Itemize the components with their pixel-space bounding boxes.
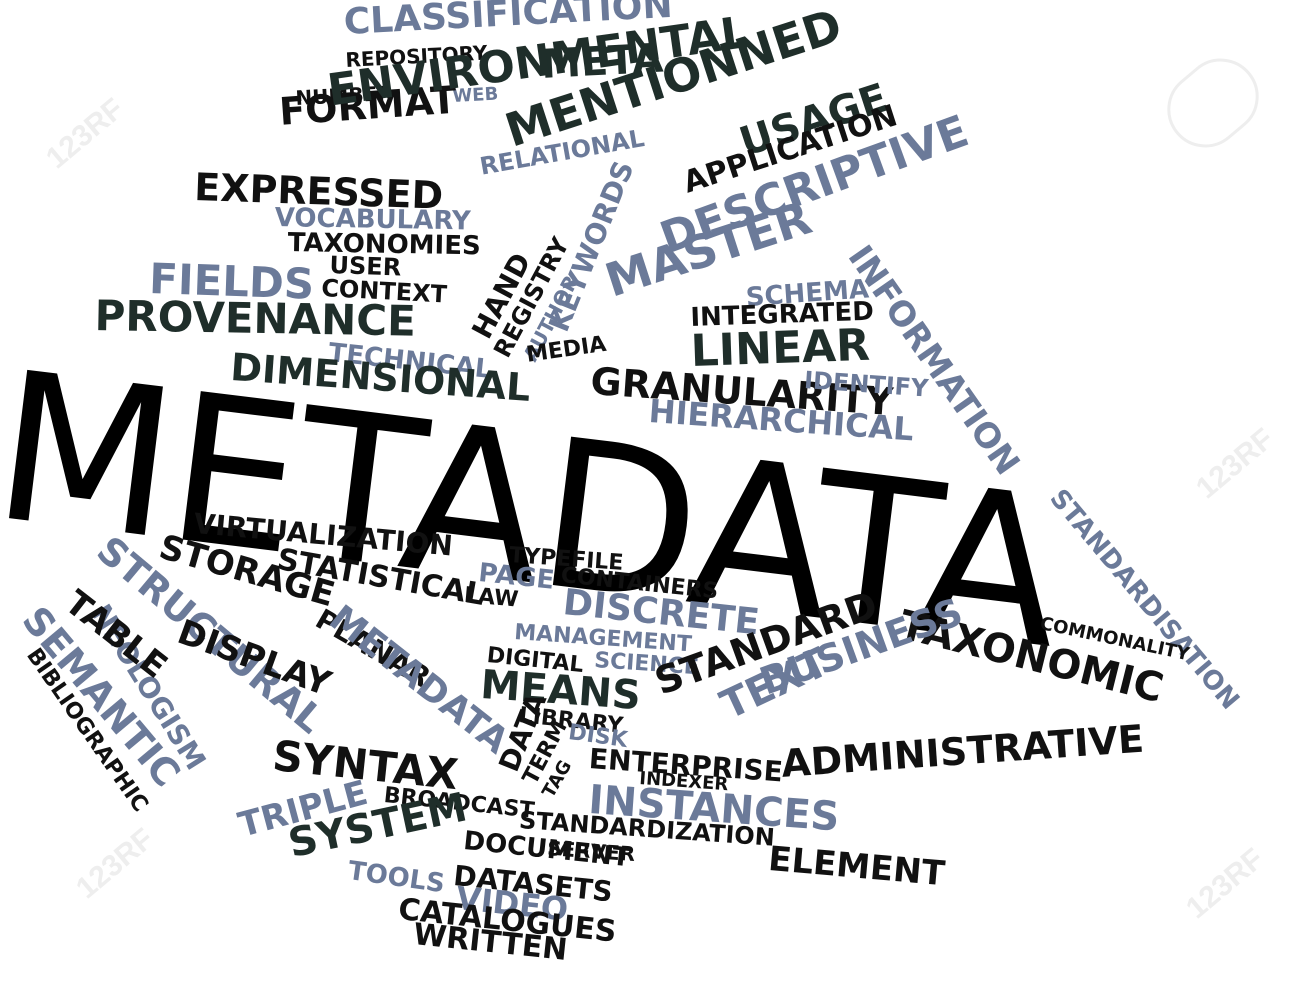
camera-lens-icon: [1151, 43, 1275, 163]
watermark-text: 123RF: [1190, 422, 1281, 506]
watermark-text: 123RF: [1180, 842, 1271, 926]
cloud-word: PROVENANCE: [94, 291, 417, 346]
cloud-word: ELEMENT: [766, 839, 947, 895]
watermark-text: 123RF: [40, 92, 131, 176]
cloud-word: LINEAR: [689, 319, 871, 377]
watermark-text: 123RF: [70, 822, 161, 906]
cloud-word: ADMINISTRATIVE: [779, 716, 1146, 786]
cloud-word: LAW: [462, 583, 520, 613]
cloud-word: TOOLS: [346, 856, 447, 900]
